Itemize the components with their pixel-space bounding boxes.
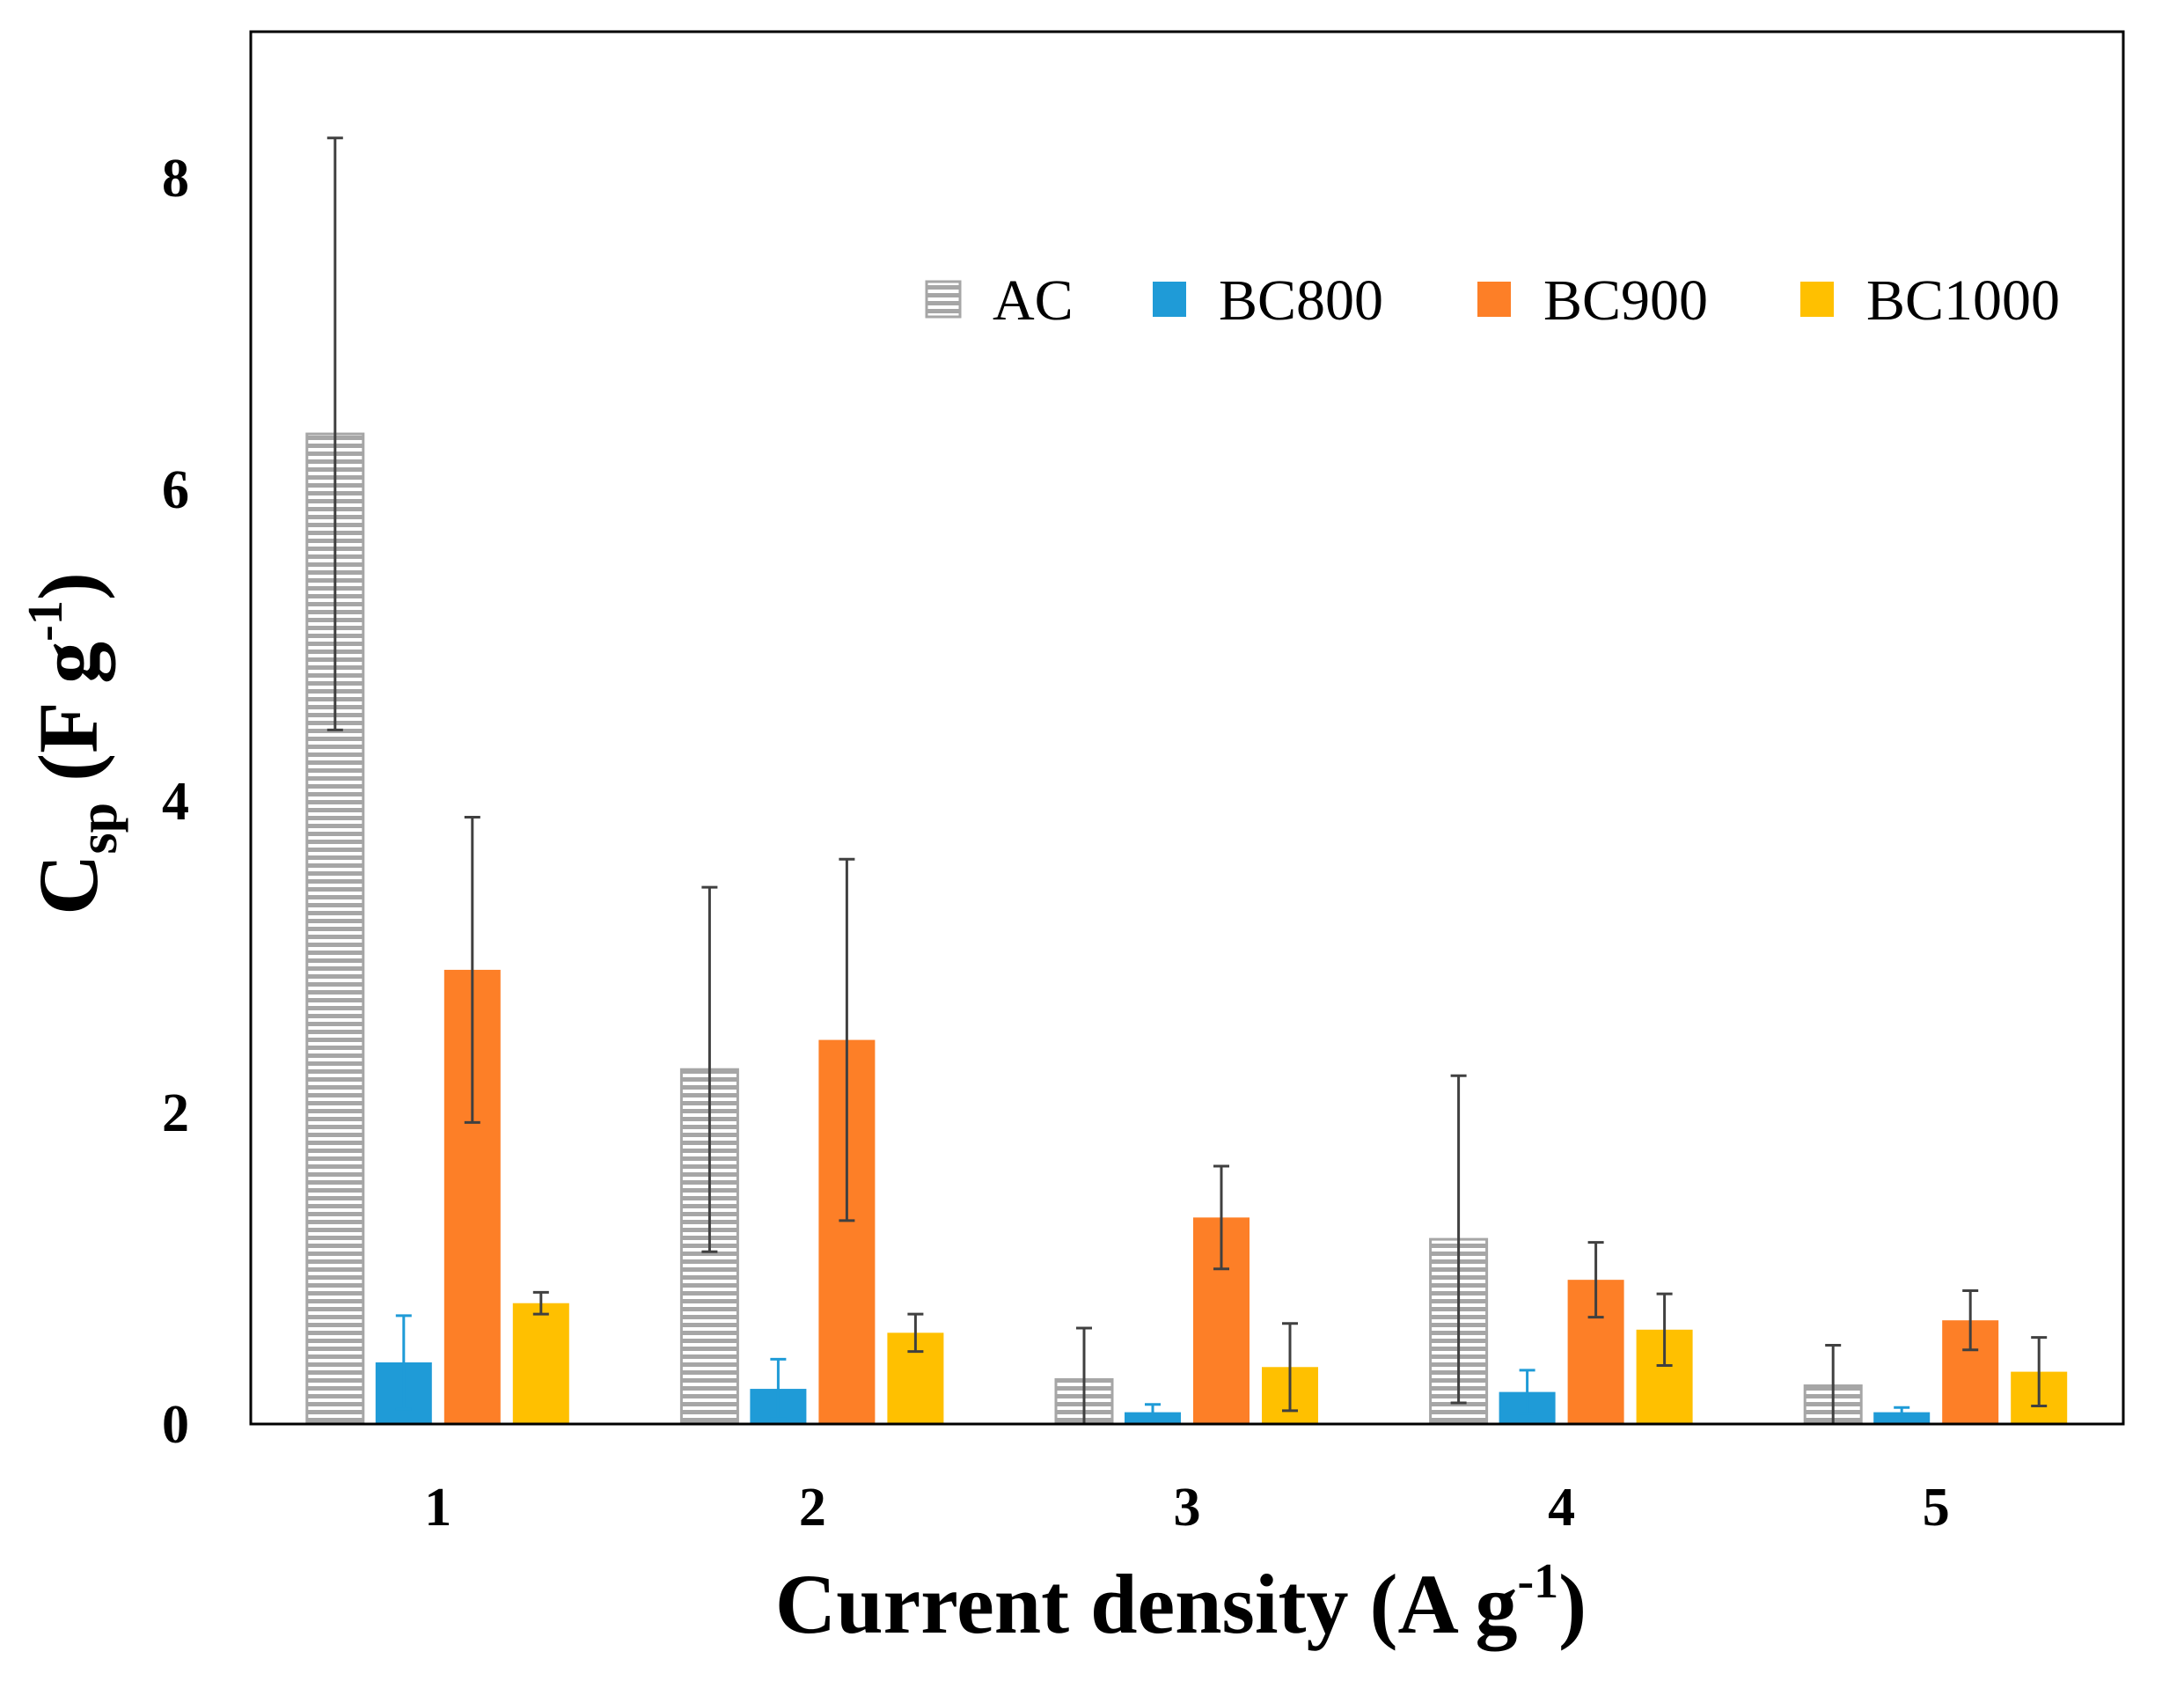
error-bar-ac-1 xyxy=(326,136,343,731)
bar-bc1000-1 xyxy=(512,1303,569,1423)
legend-label: AC xyxy=(993,268,1074,333)
error-bar-ac-4 xyxy=(1450,1074,1467,1405)
error-bars xyxy=(326,136,2048,1423)
y-tick-label: 8 xyxy=(162,149,189,209)
error-bar-bc800-2 xyxy=(770,1357,787,1420)
legend: AC BC800 BC900 BC1000 xyxy=(925,268,2060,333)
error-bar-ac-2 xyxy=(701,885,718,1253)
error-bar-bc1000-4 xyxy=(1656,1292,1673,1368)
legend-label: BC1000 xyxy=(1866,268,2060,333)
error-bar-bc900-3 xyxy=(1213,1164,1229,1271)
error-bar-ac-3 xyxy=(1076,1326,1092,1423)
error-bar-bc900-5 xyxy=(1962,1289,1979,1352)
error-bar-bc800-5 xyxy=(1894,1406,1910,1419)
legend-label: BC900 xyxy=(1543,268,1708,333)
x-tick-label: 3 xyxy=(1174,1478,1201,1538)
x-axis-title: Current density (A g-1) xyxy=(775,1554,1587,1651)
error-bar-bc900-1 xyxy=(464,815,480,1124)
legend-label: BC800 xyxy=(1219,268,1383,333)
y-tick-label: 6 xyxy=(162,460,189,520)
plot-area-frame xyxy=(249,30,2125,1426)
legend-item-bc800: BC800 xyxy=(1153,268,1383,333)
error-bar-bc1000-2 xyxy=(907,1312,924,1354)
x-tick-label: 4 xyxy=(1548,1478,1575,1538)
y-axis-ticks: 0 2 4 6 8 xyxy=(162,149,189,1455)
legend-item-bc900: BC900 xyxy=(1477,268,1708,333)
x-tick-label: 2 xyxy=(799,1478,826,1538)
error-bar-bc800-3 xyxy=(1145,1403,1161,1421)
error-bar-bc1000-1 xyxy=(532,1290,549,1316)
x-tick-label: 5 xyxy=(1923,1478,1950,1538)
legend-swatch xyxy=(1477,282,1511,317)
legend-item-ac: AC xyxy=(925,268,1074,333)
x-axis-ticks: 1 2 3 4 5 xyxy=(424,1478,1949,1538)
error-bar-bc900-4 xyxy=(1587,1241,1604,1319)
y-tick-label: 4 xyxy=(162,772,189,832)
error-bar-bc1000-5 xyxy=(2031,1336,2048,1408)
error-bar-bc800-1 xyxy=(395,1314,412,1411)
y-axis-title: Csp (F g-1) xyxy=(18,572,128,915)
y-tick-label: 0 xyxy=(162,1395,189,1455)
bars xyxy=(305,432,2068,1425)
error-bar-bc800-4 xyxy=(1519,1369,1535,1415)
legend-swatch xyxy=(925,280,962,319)
legend-swatch xyxy=(1800,282,1834,317)
y-tick-label: 2 xyxy=(162,1083,189,1143)
error-bar-bc1000-3 xyxy=(1282,1322,1298,1413)
error-bar-bc900-2 xyxy=(839,857,855,1222)
error-bar-ac-5 xyxy=(1825,1344,1842,1423)
legend-swatch xyxy=(1153,282,1186,317)
x-tick-label: 1 xyxy=(424,1478,451,1538)
legend-item-bc1000: BC1000 xyxy=(1800,268,2060,333)
